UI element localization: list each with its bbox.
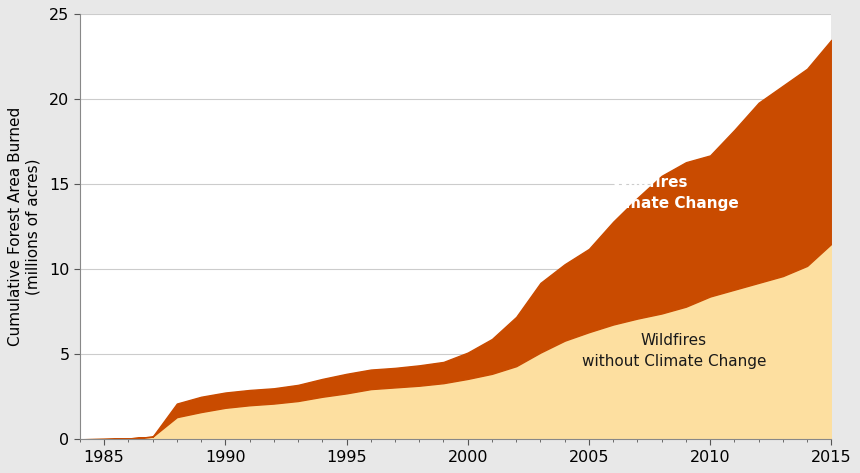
Text: Wildfires
without Climate Change: Wildfires without Climate Change bbox=[581, 333, 766, 369]
Text: Wildfires
with Climate Change: Wildfires with Climate Change bbox=[561, 175, 739, 211]
Y-axis label: Cumulative Forest Area Burned
(millions of acres): Cumulative Forest Area Burned (millions … bbox=[9, 107, 40, 346]
